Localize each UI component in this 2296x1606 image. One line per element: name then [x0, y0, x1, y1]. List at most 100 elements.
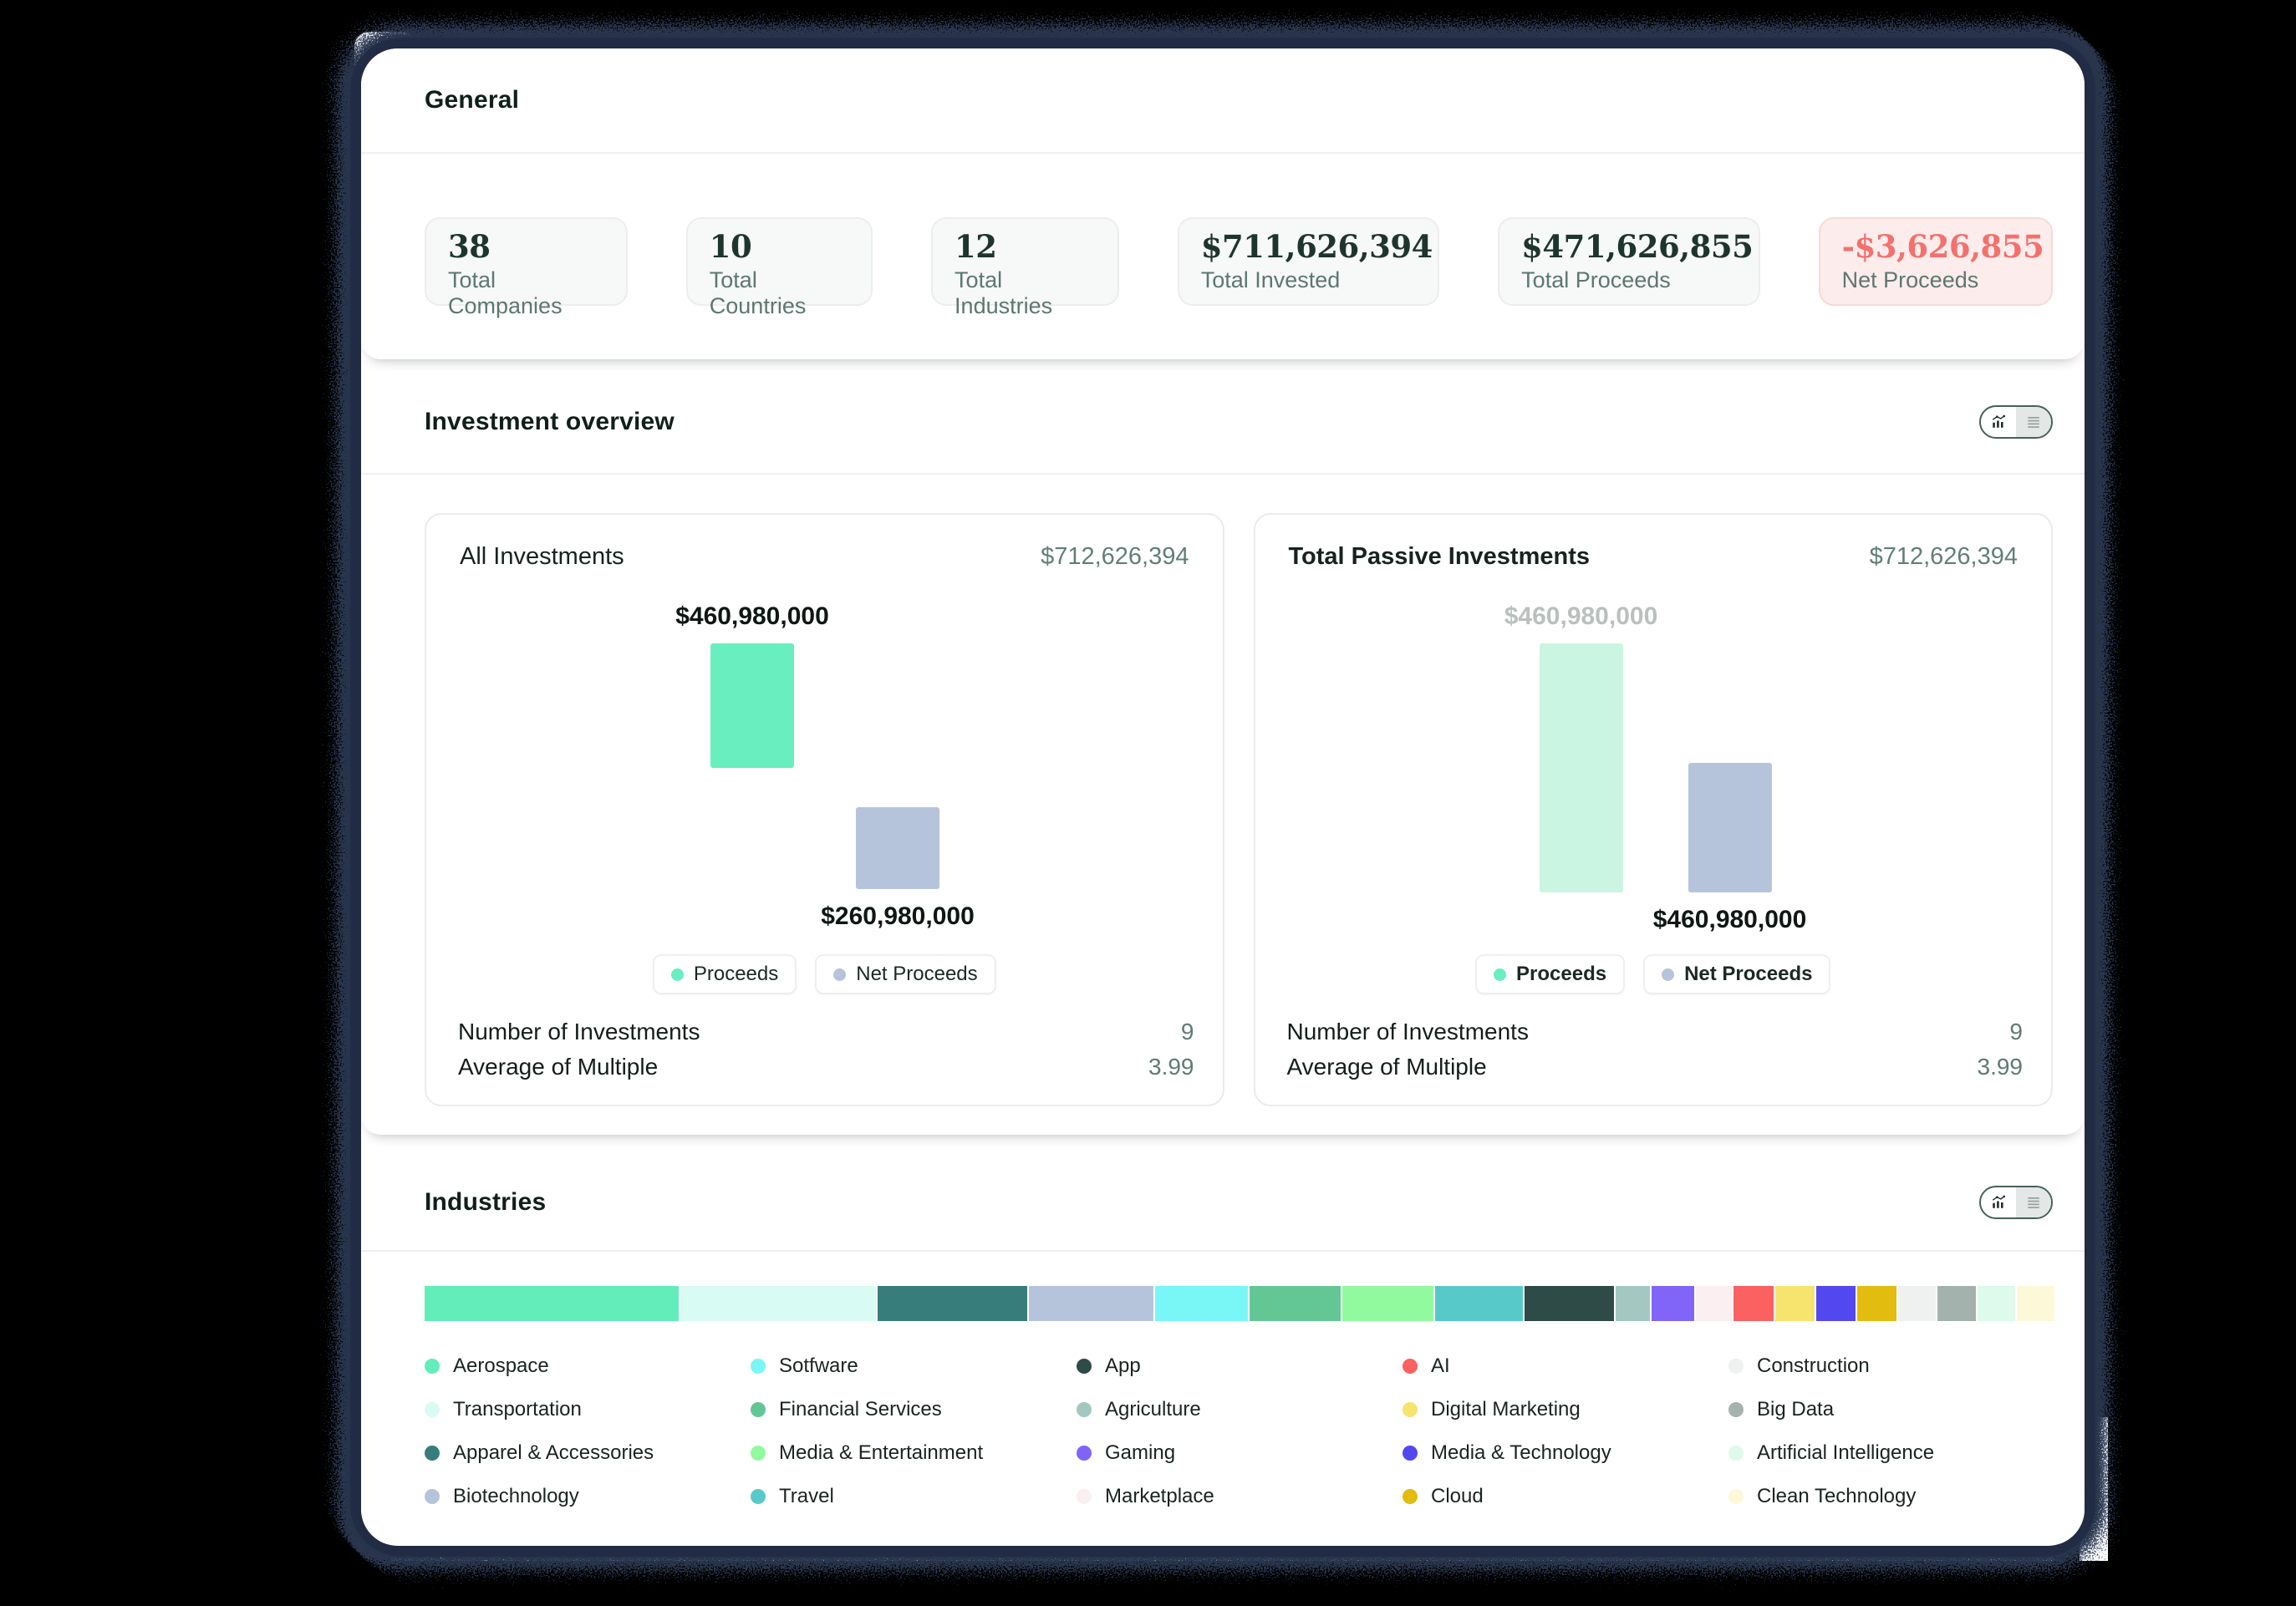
industry-legend-item-biotechnology: Biotechnology [425, 1485, 751, 1508]
industry-label: Digital Marketing [1431, 1398, 1581, 1420]
industry-segment-cloud[interactable] [1855, 1286, 1896, 1321]
row-value: 9 [1180, 1019, 1194, 1044]
general-header: General [361, 48, 2085, 152]
average-of-multiple-row: Average of Multiple 3.99 [1287, 1049, 2024, 1085]
list-view-button[interactable] [2016, 1187, 2051, 1217]
industry-dot [425, 1446, 440, 1461]
stat-value: $471,626,855 [1521, 228, 1754, 265]
divider [361, 1250, 2085, 1252]
industry-label: Biotechnology [453, 1485, 579, 1507]
industry-label: Apparel & Accessories [453, 1441, 654, 1464]
industry-dot [751, 1446, 766, 1461]
industries-view-toggle[interactable] [1979, 1186, 2053, 1219]
investment-cards-row: $460,980,000 $260,980,000 All Investments… [361, 475, 2085, 1106]
row-label: Average of Multiple [1286, 1054, 1487, 1080]
industry-legend-item-artificial-intelligence: Artificial Intelligence [1728, 1441, 2054, 1465]
industry-dot [425, 1359, 440, 1374]
industry-segment-construction[interactable] [1896, 1286, 1936, 1321]
industries-stacked-bar [425, 1286, 2054, 1321]
list-view-button[interactable] [2016, 407, 2051, 437]
investment-overview-section: Investment overview [361, 371, 2085, 1135]
industry-segment-clean-technology[interactable] [2015, 1286, 2054, 1321]
industry-segment-media-technology[interactable] [1815, 1286, 1856, 1321]
card-total-value: $712,626,394 [1869, 543, 2018, 570]
industry-label: Cloud [1431, 1485, 1484, 1507]
industry-dot [1077, 1446, 1092, 1461]
legend-chip-net-proceeds[interactable]: Net Proceeds [1643, 954, 1831, 994]
stat-value: 38 [448, 228, 491, 265]
industry-legend-item-marketplace: Marketplace [1077, 1485, 1403, 1508]
stat-value: 10 [709, 228, 752, 265]
industry-legend-item-gaming: Gaming [1077, 1441, 1403, 1465]
general-section: General 38 Total Companies 10 Total Countri… [361, 48, 2085, 359]
bar-chart-icon [1992, 414, 2006, 428]
card-header: Total Passive Investments $712,626,394 [1255, 515, 2052, 571]
card-stat-rows: Number of Investments 9 Average of Multi… [458, 1014, 1194, 1085]
industry-label: Clean Technology [1757, 1485, 1917, 1507]
legend-label: Proceeds [1516, 963, 1607, 985]
industry-label: Marketplace [1105, 1485, 1214, 1507]
legend-chip-proceeds[interactable]: Proceeds [1475, 954, 1626, 994]
proceeds-bar [1539, 643, 1623, 892]
investment-view-toggle[interactable] [1979, 405, 2053, 439]
industry-dot [1077, 1402, 1092, 1417]
industry-segment-agriculture[interactable] [1614, 1286, 1651, 1321]
stat-card-total-companies: 38 Total Companies [425, 217, 628, 318]
industry-segment-app[interactable] [1523, 1286, 1615, 1321]
industry-legend-item-aerospace: Aerospace [425, 1354, 751, 1378]
legend-chip-proceeds[interactable]: Proceeds [652, 954, 797, 994]
net-proceeds-bar [1688, 763, 1772, 892]
stat-label: Total Invested [1200, 267, 1341, 293]
total-passive-investments-chart: $460,980,000 $460,980,000 [1255, 515, 2052, 1105]
industries-header: Industries [361, 1155, 2085, 1250]
industry-segment-travel[interactable] [1433, 1286, 1524, 1321]
row-label: Average of Multiple [458, 1054, 659, 1080]
chart-view-button[interactable] [1981, 407, 2016, 437]
chart-legend: Proceeds Net Proceeds [1255, 954, 2052, 994]
number-of-investments-row: Number of Investments 9 [458, 1014, 1194, 1049]
industry-segment-artificial-intelligence[interactable] [1976, 1286, 2016, 1321]
industry-legend-item-apparel-accessories: Apparel & Accessories [425, 1441, 751, 1465]
industry-segment-biotechnology[interactable] [1027, 1286, 1153, 1321]
chart-view-button[interactable] [1981, 1187, 2016, 1217]
industry-label: App [1105, 1354, 1141, 1377]
industry-segment-gaming[interactable] [1650, 1286, 1694, 1321]
industry-dot [1728, 1359, 1744, 1374]
industry-legend-item-sotfware: Sotfware [751, 1354, 1077, 1378]
stat-label: Total Companies [448, 267, 563, 319]
average-of-multiple-row: Average of Multiple 3.99 [458, 1049, 1194, 1085]
industry-segment-sotfware[interactable] [1153, 1286, 1248, 1321]
stat-label: Total Countries [709, 267, 807, 319]
chart-legend: Proceeds Net Proceeds [426, 954, 1223, 994]
legend-label: Net Proceeds [1684, 963, 1813, 985]
industry-dot [751, 1402, 766, 1417]
card-title: Total Passive Investments [1288, 543, 1591, 570]
industry-label: Aerospace [453, 1354, 549, 1377]
card-title: All Investments [460, 543, 624, 570]
industry-dot [425, 1402, 440, 1417]
industry-segment-big-data[interactable] [1935, 1286, 1977, 1321]
stat-value: $711,626,394 [1200, 228, 1433, 265]
industry-dot [1728, 1402, 1744, 1417]
industry-dot [751, 1489, 766, 1504]
industries-title: Industries [425, 1188, 547, 1216]
stat-card-total-industries: 12 Total Industries [931, 217, 1119, 318]
industry-segment-aerospace[interactable] [425, 1286, 680, 1321]
proceeds-dot [1494, 968, 1507, 981]
all-investments-card: $460,980,000 $260,980,000 All Investments… [425, 513, 1224, 1106]
industry-label: Sotfware [779, 1354, 858, 1377]
stat-card-total-countries: 10 Total Countries [685, 217, 873, 318]
card-stat-rows: Number of Investments 9 Average of Multi… [1287, 1014, 2024, 1085]
industry-segment-financial-services[interactable] [1247, 1286, 1341, 1321]
industry-segment-transportation[interactable] [679, 1286, 877, 1321]
industry-segment-ai[interactable] [1731, 1286, 1774, 1321]
industry-segment-digital-marketing[interactable] [1774, 1286, 1815, 1321]
industry-segment-apparel-accessories[interactable] [876, 1286, 1028, 1321]
proceeds-bar [710, 643, 794, 768]
proceeds-value-label: $460,980,000 [675, 602, 829, 630]
row-value: 3.99 [1977, 1054, 2024, 1080]
stat-label: Total Proceeds [1521, 267, 1671, 293]
legend-chip-net-proceeds[interactable]: Net Proceeds [815, 954, 996, 994]
industry-segment-media-entertainment[interactable] [1340, 1286, 1433, 1321]
industry-segment-marketplace[interactable] [1693, 1286, 1732, 1321]
